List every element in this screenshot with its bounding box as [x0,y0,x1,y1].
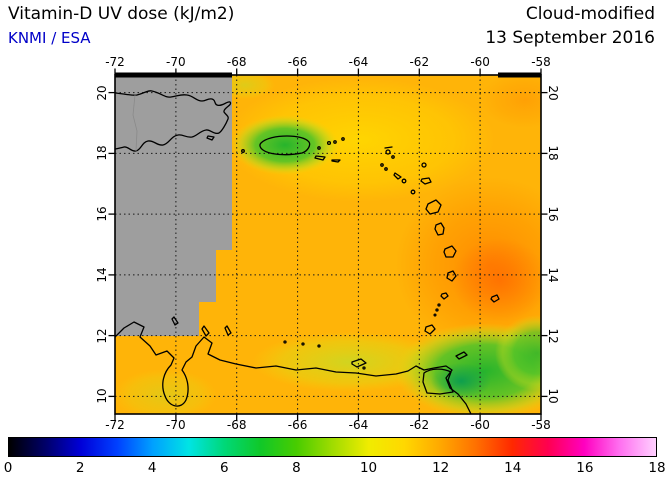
colorbar-tick-label: 18 [648,460,665,476]
lon-tick-label-bottom: -70 [166,418,186,432]
data-source-label: KNMI / ESA [8,29,91,47]
lat-tick-label-right: 10 [546,388,560,405]
coast-puerto-rico [259,135,311,156]
lon-tick-label-bottom: -62 [409,418,430,432]
date-label: 13 September 2016 [485,28,655,48]
lon-tick-label-top: -58 [531,55,551,69]
lat-tick-label-right: 16 [546,206,560,222]
lat-tick-label-right: 18 [546,145,560,161]
coast-hispaniola [115,90,232,152]
graticule [115,75,541,414]
coastlines [115,90,500,414]
coast-south-america [115,321,472,414]
lat-tick-label-right: 14 [546,267,560,283]
lon-tick-label-bottom: -60 [470,418,490,432]
colorbar-tick-label: 10 [359,460,378,476]
lat-tick-label-left: 20 [95,84,109,101]
page-title: Vitamin-D UV dose (kJ/m2) [8,4,235,24]
lon-tick-label-top: -60 [470,55,490,69]
colorbar [8,437,657,457]
lat-tick-label-left: 16 [95,206,109,222]
lon-tick-label-top: -72 [105,55,125,69]
axis-ticks [108,68,548,421]
colorbar-tick-label: 6 [220,460,229,476]
colorbar-tick-label: 8 [292,460,301,476]
border-haiti-dr [132,94,138,152]
lat-tick-label-left: 12 [95,327,109,344]
lon-tick-label-bottom: -58 [531,418,551,432]
no-data-region [115,75,232,336]
colorbar-tick-label: 14 [504,460,522,476]
data-field [115,75,541,414]
lon-tick-label-top: -62 [409,55,430,69]
lon-tick-label-top: -68 [226,55,247,69]
lon-tick-label-top: -70 [166,55,186,69]
coast-trinidad [422,368,454,395]
lon-tick-label-bottom: -68 [226,418,247,432]
lon-tick-label-top: -66 [287,55,308,69]
lon-tick-label-bottom: -72 [105,418,125,432]
lon-tick-label-bottom: -66 [287,418,308,432]
lon-tick-label-bottom: -64 [348,418,369,432]
lat-tick-label-left: 14 [95,267,109,283]
lon-tick-label-top: -64 [348,55,369,69]
green-patch-puerto-rico [231,115,339,175]
map-canvas [108,68,548,421]
colorbar-tick-label: 12 [432,460,450,476]
colorbar-tick-label: 16 [576,460,594,476]
map-frame-border [108,68,548,421]
colorbar-tick-label: 0 [3,460,13,476]
lat-tick-label-right: 20 [546,84,560,101]
lat-tick-label-right: 12 [546,327,560,344]
mode-label: Cloud-modified [525,4,655,24]
lat-tick-label-left: 10 [95,388,109,405]
colorbar-tick-label: 2 [75,460,85,476]
colorbar-tick-label: 4 [147,460,157,476]
lat-tick-label-left: 18 [95,145,109,161]
